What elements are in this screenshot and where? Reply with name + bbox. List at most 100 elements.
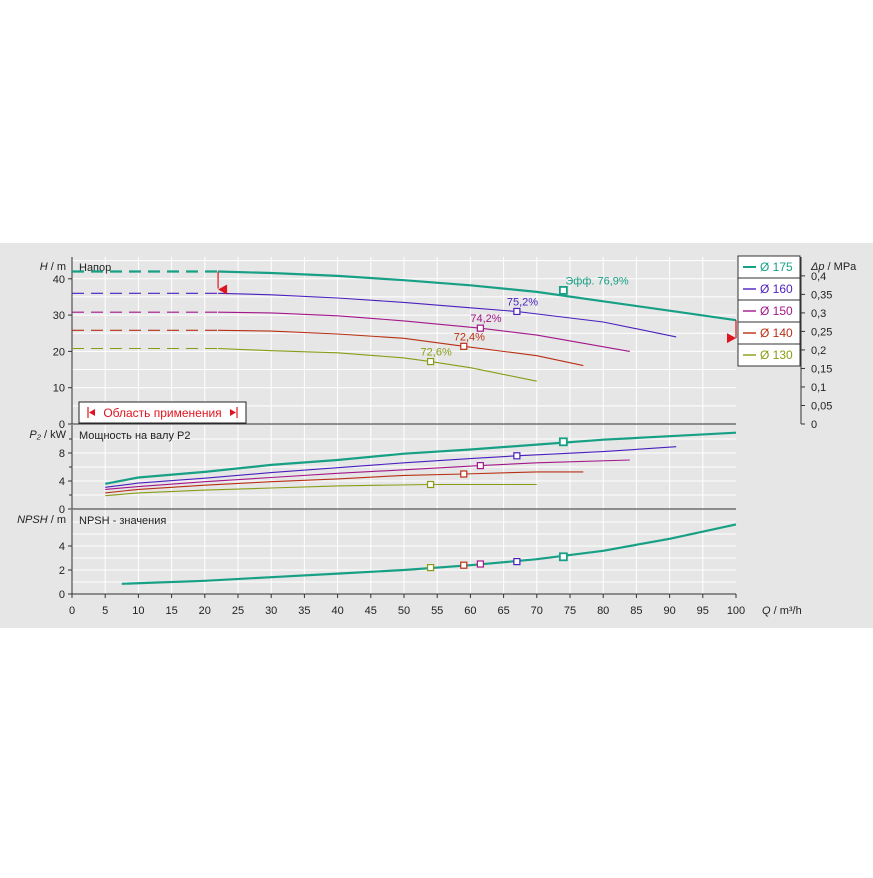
x-tick-label: 0 — [69, 605, 75, 617]
legend-label: Ø 160 — [760, 282, 793, 296]
head-panel-title: Напор — [79, 262, 111, 274]
x-tick-label: 65 — [497, 605, 509, 617]
best-point-marker — [476, 324, 484, 332]
application-range-right-arrow — [230, 409, 236, 416]
x-tick-label: 45 — [365, 605, 377, 617]
x-tick-label: 60 — [464, 605, 476, 617]
dp-axis-tick-label: 0,25 — [811, 326, 832, 338]
dp-axis-tick-label: 0,15 — [811, 363, 832, 375]
power-curve — [105, 459, 630, 490]
x-tick-label: 85 — [630, 605, 642, 617]
best-point-marker — [513, 452, 521, 460]
npsh-panel-title: NPSH - значения — [79, 515, 166, 527]
legend-item-frame — [737, 343, 801, 367]
power-curve — [105, 483, 537, 497]
dp-axis-tick-label: 0,2 — [811, 345, 826, 357]
x-tick-label: 20 — [199, 605, 211, 617]
best-point-marker — [460, 342, 468, 350]
series-0: Эфф. 76,9% — [72, 270, 737, 585]
dp-axis-label: Δp / MPa — [810, 261, 857, 273]
legend-item: Ø 160 — [737, 277, 801, 301]
head-y-tick-label: 40 — [53, 274, 65, 286]
x-tick-label: 90 — [663, 605, 675, 617]
head-curve — [218, 292, 677, 338]
power-curve — [105, 446, 677, 488]
efficiency-label: 72,6% — [421, 347, 452, 359]
series-2: 74,2% — [72, 311, 630, 568]
legend: Ø 175 Ø 160 Ø 150 Ø 140 Ø 130 — [737, 255, 801, 367]
head-y-axis-label: H / m — [40, 261, 66, 273]
dp-axis-tick-label: 0 — [811, 419, 817, 431]
best-point-marker — [558, 437, 568, 447]
dp-axis-tick-label: 0,4 — [811, 271, 826, 283]
power-y-tick-label: 8 — [59, 448, 65, 460]
x-tick-label: 95 — [697, 605, 709, 617]
npsh-y-tick-label: 4 — [59, 541, 65, 553]
x-tick-label: 30 — [265, 605, 277, 617]
legend-label: Ø 130 — [760, 348, 793, 362]
dp-axis-tick-label: 0,35 — [811, 289, 832, 301]
x-tick-label: 70 — [531, 605, 543, 617]
best-point-marker — [558, 552, 568, 562]
x-tick-label: 40 — [331, 605, 343, 617]
power-y-tick-label: 0 — [59, 504, 65, 516]
best-point-marker — [460, 561, 468, 569]
power-y-axis-label: P₂ / kW — [29, 429, 66, 441]
power-panel-title: Мощность на валу P2 — [79, 430, 191, 442]
series-3: 72,4% — [72, 329, 584, 569]
npsh-curve — [121, 523, 737, 585]
best-point-marker — [558, 285, 568, 295]
efficiency-label: 74,2% — [470, 313, 501, 325]
head-y-tick-label: 10 — [53, 383, 65, 395]
x-tick-label: 50 — [398, 605, 410, 617]
application-range-label: Область применения — [103, 406, 221, 420]
x-axis-label: Q / m³/h — [762, 605, 802, 617]
application-range-box: Область применения — [78, 401, 247, 424]
legend-item: Ø 175 — [737, 255, 801, 279]
x-tick-label: 25 — [232, 605, 244, 617]
power-curve — [105, 471, 584, 494]
best-point-marker — [460, 470, 468, 478]
best-point-marker — [426, 563, 435, 572]
head-y-tick-label: 30 — [53, 310, 65, 322]
x-tick-label: 80 — [597, 605, 609, 617]
best-point-marker — [476, 462, 484, 470]
best-point-marker — [513, 307, 521, 316]
legend-item: Ø 150 — [737, 299, 801, 323]
npsh-y-tick-label: 2 — [59, 565, 65, 577]
legend-label: Ø 175 — [760, 260, 793, 274]
head-curve — [218, 270, 737, 322]
dp-axis-tick-label: 0,05 — [811, 400, 832, 412]
head-curve — [218, 311, 630, 352]
npsh-panel: 0 2 4 NPSH - значения NPSH / m — [17, 510, 736, 601]
series-1: 75,2% — [72, 292, 677, 566]
npsh-y-tick-label: 0 — [59, 589, 65, 601]
head-curve — [218, 347, 537, 382]
best-point-marker — [426, 480, 435, 489]
best-point-marker — [513, 557, 521, 566]
x-tick-label: 35 — [298, 605, 310, 617]
head-curve — [218, 329, 584, 367]
legend-label: Ø 150 — [760, 304, 793, 318]
dp-axis-tick-label: 0,3 — [811, 308, 826, 320]
npsh-y-axis-label: NPSH / m — [17, 514, 66, 526]
power-y-tick-label: 4 — [59, 476, 65, 488]
efficiency-label: Эфф. 76,9% — [565, 275, 629, 287]
best-point-marker — [476, 560, 484, 568]
head-y-tick-label: 20 — [53, 346, 65, 358]
x-tick-label: 75 — [564, 605, 576, 617]
dp-axis-tick-label: 0,1 — [811, 382, 826, 394]
x-tick-label: 55 — [431, 605, 443, 617]
x-tick-label: 5 — [102, 605, 108, 617]
legend-item: Ø 130 — [737, 343, 801, 367]
max-flow-limit-arrow — [727, 333, 736, 344]
efficiency-label: 75,2% — [507, 296, 538, 308]
efficiency-label: 72,4% — [454, 331, 485, 343]
power-curve — [104, 431, 737, 485]
application-range-left-arrow — [89, 409, 95, 416]
head-panel: 0 10 20 30 40 Напор H / m — [40, 257, 736, 431]
x-tick-label: 10 — [132, 605, 144, 617]
head-y-tick-label: 0 — [59, 419, 65, 431]
